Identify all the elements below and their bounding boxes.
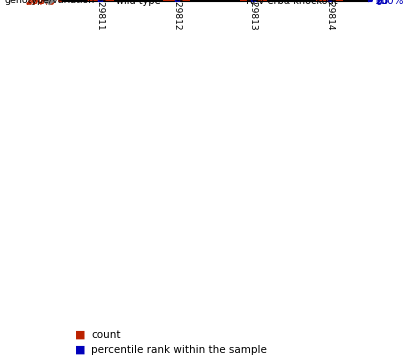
Text: GSM1329813: GSM1329813 [249,0,258,31]
Text: GSM1329814: GSM1329814 [325,0,334,31]
Text: percentile rank within the sample: percentile rank within the sample [92,345,267,355]
Text: GSM1329812: GSM1329812 [172,0,181,31]
Text: count: count [92,330,121,340]
Text: wild type: wild type [116,0,161,6]
Text: ■: ■ [75,345,85,355]
Text: genotype/variation: genotype/variation [4,0,94,5]
Text: ■: ■ [75,330,85,340]
Text: GSM1329811: GSM1329811 [96,0,105,31]
Text: Rev-erbα knockout: Rev-erbα knockout [246,0,337,6]
